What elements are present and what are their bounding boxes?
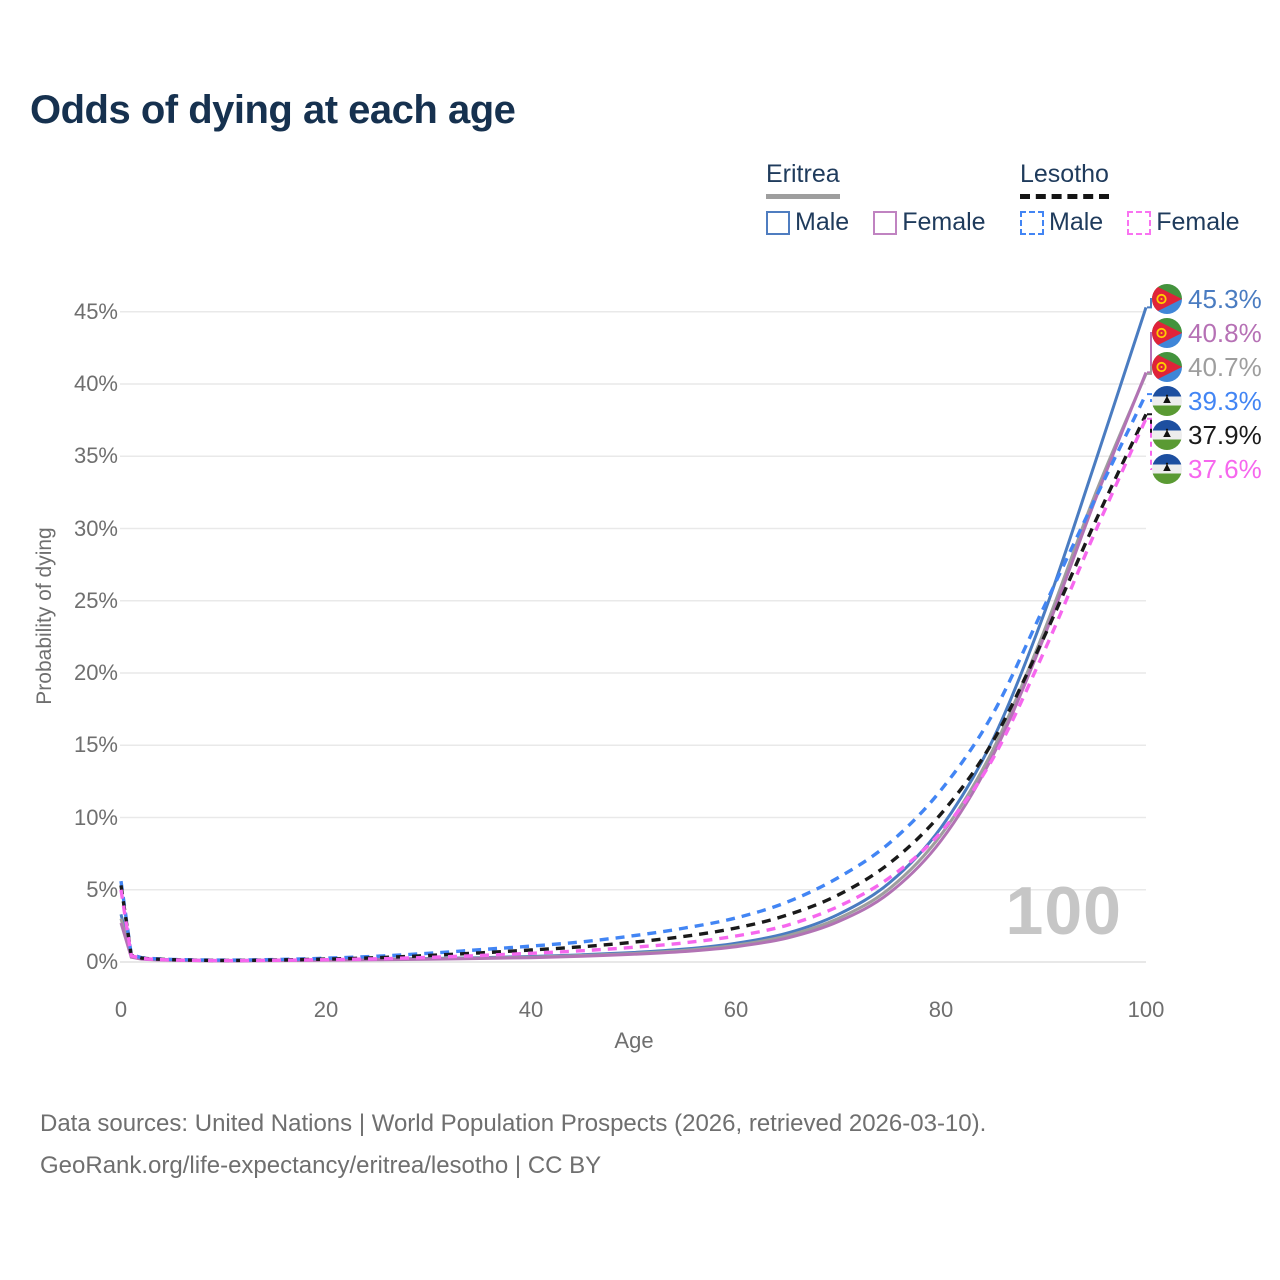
y-tick-0%: 0% [86, 949, 118, 974]
end-label-value: 37.9% [1188, 419, 1262, 450]
legend-item-eritrea-female[interactable]: Female [873, 208, 986, 237]
series-line-lesotho-female[interactable] [119, 418, 1148, 963]
series-line-eritrea-male[interactable] [119, 306, 1148, 963]
end-label-value: 45.3% [1188, 283, 1262, 314]
legend-label: Male [1049, 208, 1104, 236]
x-axis-title: Age [614, 1028, 654, 1053]
series-line-eritrea-female[interactable] [119, 371, 1148, 963]
y-tick-40%: 40% [73, 371, 118, 396]
legend-group-lesotho: Lesotho Male Female [1020, 160, 1240, 237]
y-tick-5%: 5% [86, 876, 118, 902]
legend-item-eritrea-male[interactable]: Male [766, 208, 849, 237]
age-counter-watermark: 100 [1005, 873, 1122, 949]
end-label-lesotho-total: 37.9% [1152, 418, 1262, 452]
legend-country-lesotho: Lesotho [1020, 160, 1109, 199]
end-label-eritrea-total: 40.7% [1152, 350, 1262, 384]
lesotho-flag-icon [1152, 386, 1182, 416]
page-title: Odds of dying at each age [30, 88, 516, 132]
end-label-value: 40.7% [1188, 351, 1262, 382]
source-url-line: GeoRank.org/life-expectancy/eritrea/leso… [40, 1152, 602, 1179]
legend-items-lesotho: Male Female [1020, 208, 1240, 237]
lesotho-flag-icon [1152, 454, 1182, 484]
legend-item-lesotho-female[interactable]: Female [1127, 208, 1240, 237]
legend-swatch-eritrea-female [873, 210, 898, 235]
gridlines [120, 310, 1146, 963]
legend-item-lesotho-male[interactable]: Male [1020, 208, 1103, 237]
x-tick-0: 0 [114, 997, 128, 1022]
x-tick-100: 100 [1127, 997, 1165, 1022]
legend-group-eritrea: Eritrea Male Female [766, 160, 986, 237]
y-tick-20%: 20% [73, 660, 118, 685]
end-label-value: 37.6% [1188, 453, 1262, 484]
x-tick-60: 60 [723, 997, 749, 1022]
legend-swatch-eritrea-male [766, 210, 790, 235]
leader-line-lesotho-male [1147, 393, 1158, 402]
y-tick-30%: 30% [73, 515, 118, 541]
legend-label: Female [1156, 208, 1240, 236]
eritrea-flag-icon [1152, 284, 1182, 314]
x-tick-20: 20 [313, 997, 339, 1022]
series-line-eritrea-total[interactable] [119, 373, 1148, 963]
series-lines [119, 306, 1148, 963]
legend-items-eritrea: Male Female [766, 208, 986, 237]
legend-swatch-lesotho-male [1020, 210, 1044, 235]
legend-label: Female [902, 208, 986, 236]
legend-label: Male [795, 208, 850, 236]
footer-credits: Data sources: United Nations | World Pop… [40, 1103, 986, 1187]
y-tick-45%: 45% [73, 298, 118, 324]
y-tick-25%: 25% [73, 587, 118, 613]
x-tick-40: 40 [518, 997, 544, 1022]
eritrea-flag-icon [1152, 352, 1182, 382]
eritrea-flag-icon [1152, 318, 1182, 348]
series-line-lesotho-male[interactable] [119, 393, 1148, 962]
end-label-eritrea-male: 45.3% [1152, 282, 1262, 316]
end-label-lesotho-female: 37.6% [1152, 452, 1262, 486]
end-label-lesotho-male: 39.3% [1152, 384, 1262, 418]
end-label-value: 39.3% [1188, 385, 1262, 416]
data-sources-line: Data sources: United Nations | World Pop… [40, 1110, 987, 1137]
end-label-value: 40.8% [1188, 317, 1262, 348]
legend-swatch-lesotho-female [1127, 210, 1152, 235]
lesotho-flag-icon [1152, 420, 1182, 450]
x-tick-80: 80 [928, 997, 954, 1022]
legend-country-eritrea: Eritrea [766, 160, 840, 199]
y-tick-35%: 35% [73, 443, 118, 469]
y-tick-10%: 10% [73, 804, 118, 830]
y-tick-15%: 15% [73, 732, 118, 758]
end-label-eritrea-female: 40.8% [1152, 316, 1262, 350]
series-line-lesotho-total[interactable] [119, 413, 1148, 963]
series-end-labels: 45.3% 40.8% 40.7% 39.3% 37.9% 37.6% [1152, 282, 1262, 486]
